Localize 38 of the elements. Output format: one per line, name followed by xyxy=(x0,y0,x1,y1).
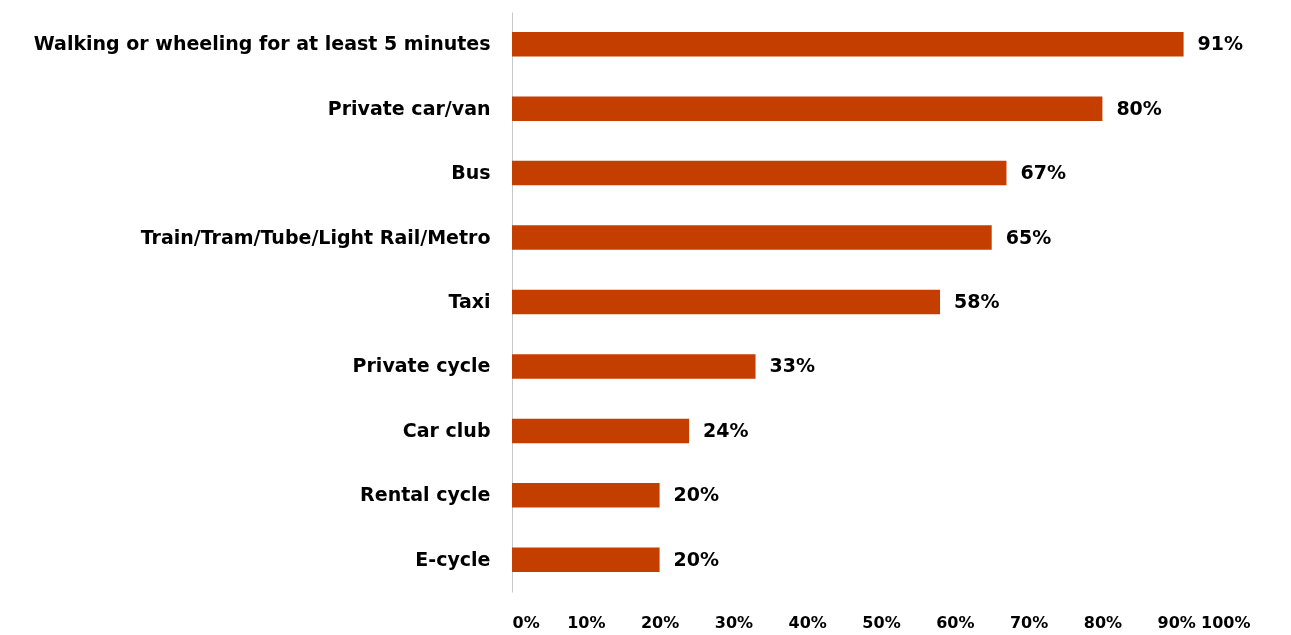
x-tick-label: 90% xyxy=(1157,612,1196,632)
y-tick-label: Private car/van xyxy=(327,96,491,119)
y-tick-label: Taxi xyxy=(448,290,491,312)
x-tick-label: 80% xyxy=(1083,612,1123,632)
bar xyxy=(512,225,992,250)
bar xyxy=(512,418,690,444)
y-tick-label: Train/Tram/Tube/Light Rail/Metro xyxy=(140,225,491,248)
y-tick-label: E-cycle xyxy=(415,547,491,570)
data-label: 80% xyxy=(1116,96,1162,119)
bar xyxy=(512,31,1184,57)
y-tick-label: Walking or wheeling for at least 5 minutes xyxy=(33,32,491,55)
y-tick-label: Rental cycle xyxy=(360,483,491,506)
x-tick-label: 20% xyxy=(640,612,680,632)
y-tick-label: Car club xyxy=(402,418,491,441)
bar xyxy=(512,160,1007,186)
x-tick-label: 10% xyxy=(567,612,606,632)
y-tick-label: Bus xyxy=(451,161,491,184)
x-tick-label: 40% xyxy=(788,612,827,632)
data-label: 24% xyxy=(703,418,749,441)
bar xyxy=(512,483,660,508)
y-tick-label: Private cycle xyxy=(352,354,491,377)
x-tick-label: 60% xyxy=(936,612,975,632)
data-label: 91% xyxy=(1197,32,1244,55)
x-tick-label: 70% xyxy=(1009,612,1049,632)
x-tick-label: 100% xyxy=(1201,612,1251,632)
x-tick-label: 50% xyxy=(862,612,901,632)
x-tick-label: 30% xyxy=(714,612,754,632)
bar xyxy=(512,289,941,315)
data-label: 20% xyxy=(673,483,720,506)
x-tick-label: 0% xyxy=(512,612,540,632)
data-label: 58% xyxy=(954,290,1000,312)
data-label: 33% xyxy=(769,354,816,377)
bar xyxy=(512,354,756,379)
data-label: 67% xyxy=(1020,161,1066,184)
bar xyxy=(512,96,1103,121)
data-label: 65% xyxy=(1005,225,1052,248)
data-label: 20% xyxy=(673,547,720,570)
bar xyxy=(512,547,660,573)
